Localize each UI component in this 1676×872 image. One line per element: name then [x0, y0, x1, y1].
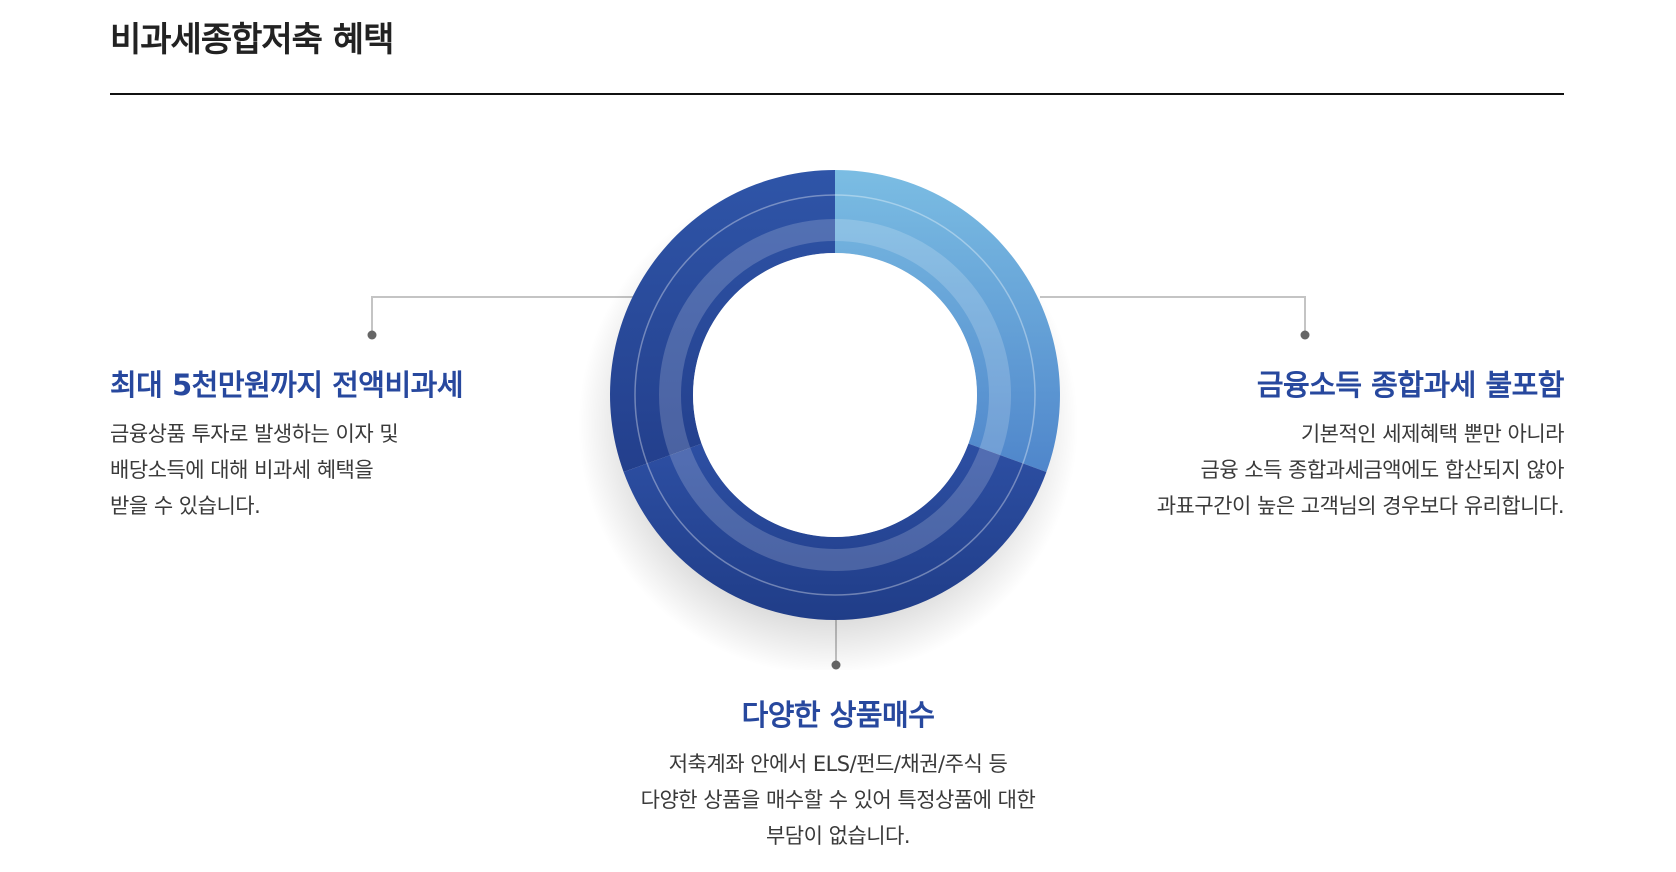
benefit-ring-graphic	[560, 150, 1120, 670]
page-title: 비과세종합저축 혜택	[110, 20, 394, 60]
benefit-description: 저축계좌 안에서 ELS/펀드/채권/주식 등 다양한 상품을 매수할 수 있어…	[538, 746, 1138, 854]
benefit-description: 기본적인 세제혜택 뿐만 아니라 금융 소득 종합과세금액에도 합산되지 않아 …	[1156, 416, 1565, 524]
ring-segment-bottom	[623, 443, 1047, 620]
benefit-not-in-comprehensive-tax: 금융소득 종합과세 불포함 기본적인 세제혜택 뿐만 아니라 금융 소득 종합과…	[1156, 362, 1565, 524]
benefit-heading: 최대 5천만원까지 전액비과세	[110, 368, 464, 402]
benefit-line: 금융상품 투자로 발생하는 이자 및	[110, 422, 399, 446]
benefit-description: 금융상품 투자로 발생하는 이자 및 배당소득에 대해 비과세 혜택을 받을 수…	[110, 416, 463, 524]
benefit-line: 과표구간이 높은 고객님의 경우보다 유리합니다.	[1156, 494, 1565, 518]
ring-segment-left	[610, 170, 835, 472]
benefit-line: 기본적인 세제혜택 뿐만 아니라	[1300, 422, 1565, 446]
benefit-tax-free: 최대 5천만원까지 전액비과세 금융상품 투자로 발생하는 이자 및 배당소득에…	[110, 362, 464, 524]
benefit-line: 저축계좌 안에서 ELS/펀드/채권/주식 등	[668, 752, 1008, 776]
ring-segment-right	[835, 170, 1060, 472]
benefit-line: 받을 수 있습니다.	[110, 494, 261, 518]
benefit-line: 다양한 상품을 매수할 수 있어 특정상품에 대한	[640, 788, 1036, 812]
benefit-line: 금융 소득 종합과세금액에도 합산되지 않아	[1200, 458, 1565, 482]
benefit-heading: 금융소득 종합과세 불포함	[1256, 368, 1565, 402]
benefit-various-products: 다양한 상품매수 저축계좌 안에서 ELS/펀드/채권/주식 등 다양한 상품을…	[538, 692, 1138, 854]
benefit-line: 부담이 없습니다.	[765, 824, 911, 848]
title-divider	[110, 93, 1564, 95]
benefit-heading: 다양한 상품매수	[741, 698, 935, 732]
benefit-line: 배당소득에 대해 비과세 혜택을	[110, 458, 374, 482]
